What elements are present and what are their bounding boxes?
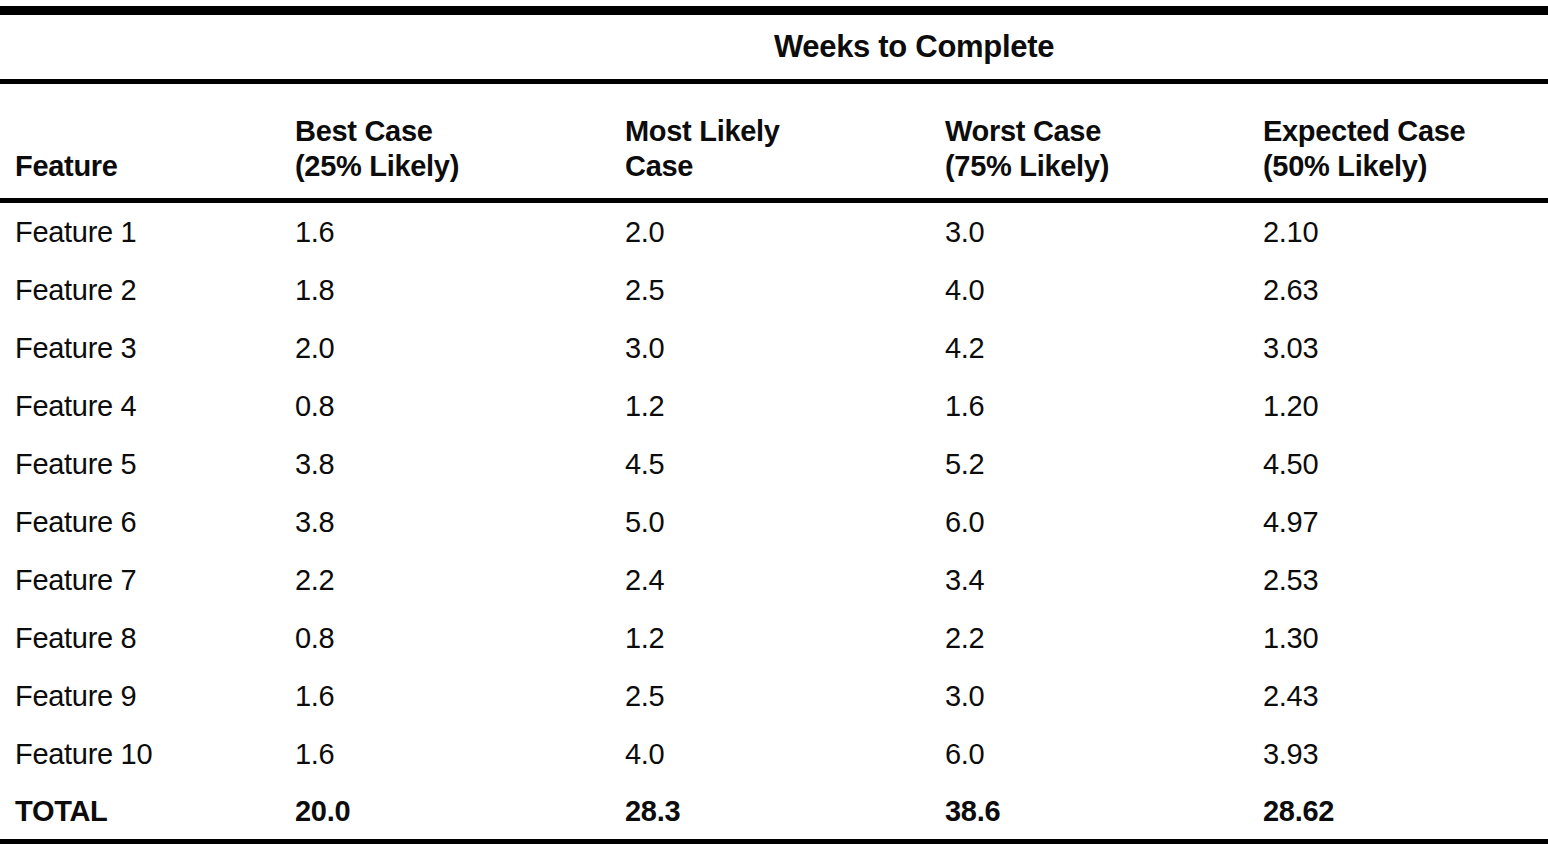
worst-case-cell: 6.0	[930, 493, 1248, 551]
header-most-likely-case: Most Likely Case	[610, 82, 930, 201]
total-worst-case: 38.6	[930, 783, 1248, 844]
spanner-row: Weeks to Complete	[0, 11, 1548, 82]
feature-cell: Feature 5	[0, 435, 280, 493]
best-case-cell: 1.8	[280, 261, 610, 319]
table-row: Feature 10 1.6 4.0 6.0 3.93	[0, 725, 1548, 783]
table-row: Feature 3 2.0 3.0 4.2 3.03	[0, 319, 1548, 377]
total-best-case: 20.0	[280, 783, 610, 844]
worst-case-cell: 3.0	[930, 667, 1248, 725]
most-likely-cell: 4.0	[610, 725, 930, 783]
column-header-row: Feature Best Case (25% Likely) Most Like…	[0, 82, 1548, 201]
header-feature: Feature	[0, 82, 280, 201]
total-row: TOTAL 20.0 28.3 38.6 28.62	[0, 783, 1548, 844]
table-row: Feature 2 1.8 2.5 4.0 2.63	[0, 261, 1548, 319]
worst-case-cell: 6.0	[930, 725, 1248, 783]
expected-case-cell: 1.30	[1248, 609, 1548, 667]
best-case-cell: 0.8	[280, 609, 610, 667]
expected-case-cell: 1.20	[1248, 377, 1548, 435]
most-likely-cell: 1.2	[610, 377, 930, 435]
best-case-cell: 1.6	[280, 201, 610, 262]
feature-cell: Feature 10	[0, 725, 280, 783]
table-row: Feature 7 2.2 2.4 3.4 2.53	[0, 551, 1548, 609]
most-likely-cell: 2.5	[610, 667, 930, 725]
most-likely-cell: 5.0	[610, 493, 930, 551]
most-likely-cell: 2.0	[610, 201, 930, 262]
table-row: Feature 1 1.6 2.0 3.0 2.10	[0, 201, 1548, 262]
feature-cell: Feature 7	[0, 551, 280, 609]
best-case-cell: 1.6	[280, 725, 610, 783]
expected-case-cell: 2.10	[1248, 201, 1548, 262]
feature-cell: Feature 6	[0, 493, 280, 551]
spanner-empty-cell	[0, 11, 280, 82]
table-row: Feature 9 1.6 2.5 3.0 2.43	[0, 667, 1548, 725]
most-likely-cell: 1.2	[610, 609, 930, 667]
feature-cell: Feature 9	[0, 667, 280, 725]
expected-case-cell: 4.50	[1248, 435, 1548, 493]
worst-case-cell: 4.0	[930, 261, 1248, 319]
most-likely-cell: 4.5	[610, 435, 930, 493]
total-expected-case: 28.62	[1248, 783, 1548, 844]
total-most-likely: 28.3	[610, 783, 930, 844]
expected-case-cell: 3.03	[1248, 319, 1548, 377]
feature-cell: Feature 3	[0, 319, 280, 377]
table-title: Weeks to Complete	[280, 11, 1548, 82]
feature-cell: Feature 1	[0, 201, 280, 262]
table-row: Feature 8 0.8 1.2 2.2 1.30	[0, 609, 1548, 667]
expected-case-cell: 4.97	[1248, 493, 1548, 551]
worst-case-cell: 3.4	[930, 551, 1248, 609]
worst-case-cell: 2.2	[930, 609, 1248, 667]
worst-case-cell: 4.2	[930, 319, 1248, 377]
header-worst-case: Worst Case (75% Likely)	[930, 82, 1248, 201]
worst-case-cell: 5.2	[930, 435, 1248, 493]
table-row: Feature 4 0.8 1.2 1.6 1.20	[0, 377, 1548, 435]
expected-case-cell: 3.93	[1248, 725, 1548, 783]
expected-case-cell: 2.43	[1248, 667, 1548, 725]
best-case-cell: 3.8	[280, 435, 610, 493]
estimation-table: Weeks to Complete Feature Best Case (25%…	[0, 6, 1548, 844]
most-likely-cell: 3.0	[610, 319, 930, 377]
most-likely-cell: 2.5	[610, 261, 930, 319]
header-expected-case: Expected Case (50% Likely)	[1248, 82, 1548, 201]
table-row: Feature 5 3.8 4.5 5.2 4.50	[0, 435, 1548, 493]
feature-cell: Feature 8	[0, 609, 280, 667]
most-likely-cell: 2.4	[610, 551, 930, 609]
expected-case-cell: 2.53	[1248, 551, 1548, 609]
expected-case-cell: 2.63	[1248, 261, 1548, 319]
worst-case-cell: 3.0	[930, 201, 1248, 262]
best-case-cell: 3.8	[280, 493, 610, 551]
scanned-page: Weeks to Complete Feature Best Case (25%…	[0, 0, 1548, 844]
best-case-cell: 2.2	[280, 551, 610, 609]
table-row: Feature 6 3.8 5.0 6.0 4.97	[0, 493, 1548, 551]
feature-cell: Feature 4	[0, 377, 280, 435]
best-case-cell: 1.6	[280, 667, 610, 725]
best-case-cell: 2.0	[280, 319, 610, 377]
total-label: TOTAL	[0, 783, 280, 844]
best-case-cell: 0.8	[280, 377, 610, 435]
feature-cell: Feature 2	[0, 261, 280, 319]
header-best-case: Best Case (25% Likely)	[280, 82, 610, 201]
worst-case-cell: 1.6	[930, 377, 1248, 435]
